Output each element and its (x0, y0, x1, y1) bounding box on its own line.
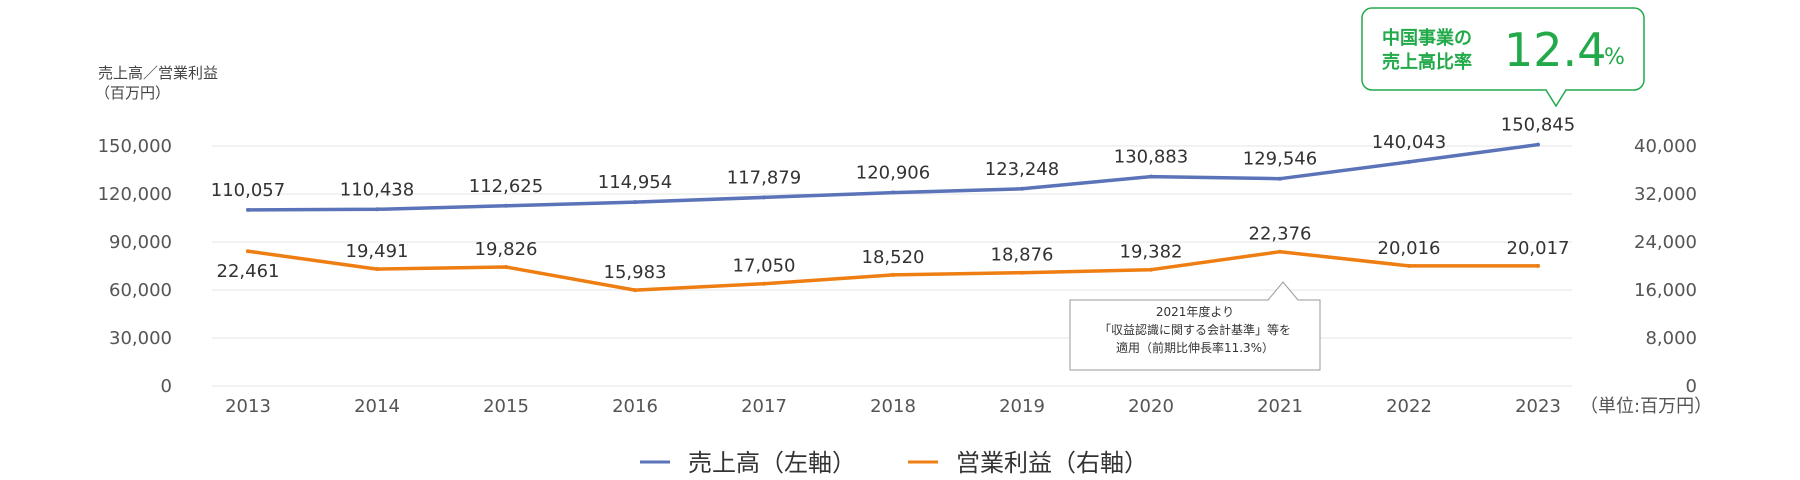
x-tick-label: 2017 (741, 396, 787, 417)
sales-point (375, 207, 379, 212)
series (246, 142, 1540, 293)
operating-profit-point (375, 267, 379, 272)
sales-data-label: 110,057 (211, 180, 285, 201)
x-tick-label: 2023 (1515, 396, 1561, 417)
right-tick-label: 32,000 (1634, 184, 1697, 205)
x-tick-label: 2021 (1257, 396, 1303, 417)
annotation-line-1: 2021年度より (1156, 304, 1234, 319)
data-labels: 110,057 110,438 112,625 114,954 117,879 120,9… (211, 115, 1575, 283)
operating-profit-point (762, 281, 766, 286)
sales-point (1149, 174, 1153, 179)
callout-line-1: 中国事業の (1382, 27, 1472, 49)
operating-profit-data-label: 20,016 (1378, 238, 1441, 259)
sales-point (762, 195, 766, 200)
operating-profit-point (1278, 249, 1282, 254)
x-tick-label: 2013 (225, 396, 271, 417)
sales-point (1536, 142, 1540, 147)
operating-profit-point (1536, 263, 1540, 268)
legend: 売上高（左軸） 営業利益（右軸） (640, 449, 1148, 477)
annotation-box: 2021年度より 「収益認識に関する会計基準」等を 適用（前期比伸長率11.3%… (1069, 281, 1321, 371)
operating-profit-data-label: 19,382 (1120, 242, 1183, 263)
sales-data-label: 120,906 (856, 163, 930, 184)
right-tick-label: 8,000 (1645, 328, 1697, 349)
operating-profit-data-label: 22,376 (1249, 224, 1312, 245)
operating-profit-data-label: 22,461 (217, 261, 280, 282)
annotation-line-3: 適用（前期比伸長率11.3%） (1116, 340, 1274, 355)
operating-profit-data-label: 19,826 (475, 239, 538, 260)
callout-unit: % (1604, 45, 1625, 70)
sales-data-label: 123,248 (985, 159, 1059, 180)
sales-data-label: 110,438 (340, 179, 414, 200)
operating-profit-point (1407, 263, 1411, 268)
operating-profit-data-label: 17,050 (733, 256, 796, 277)
operating-profit-data-label: 19,491 (346, 241, 409, 262)
x-axis-ticks: 2013 2014 2015 2016 2017 2018 2019 2020 2021 2022… (225, 396, 1561, 417)
callout-value: 12.4 (1504, 23, 1606, 77)
x-tick-label: 2014 (354, 396, 400, 417)
sales-point (633, 200, 637, 205)
sales-data-label: 130,883 (1114, 147, 1188, 168)
x-tick-label: 2015 (483, 396, 529, 417)
operating-profit-point (246, 249, 250, 254)
left-axis-ticks: 0 30,000 60,000 90,000 120,000 150,000 (98, 136, 172, 397)
x-tick-label: 2022 (1386, 396, 1432, 417)
left-tick-label: 30,000 (109, 328, 172, 349)
callout-line-2: 売上高比率 (1382, 51, 1472, 73)
x-tick-label: 2020 (1128, 396, 1174, 417)
left-tick-label: 120,000 (98, 184, 172, 205)
x-tick-label: 2016 (612, 396, 658, 417)
operating-profit-point (633, 288, 637, 293)
left-tick-label: 0 (161, 376, 172, 397)
operating-profit-data-label: 18,876 (991, 245, 1054, 266)
left-axis-title-line2: （百万円） (95, 84, 170, 102)
operating-profit-point (1020, 270, 1024, 275)
operating-profit-point (504, 265, 508, 270)
left-axis-title-line1: 売上高／営業利益 (98, 64, 218, 82)
sales-point (891, 190, 895, 195)
sales-point (1278, 176, 1282, 181)
right-tick-label: 0 (1686, 376, 1697, 397)
sales-point (1020, 186, 1024, 191)
sales-data-label: 129,546 (1243, 149, 1317, 170)
annotation-line-2: 「収益認識に関する会計基準」等を (1099, 322, 1291, 337)
sales-data-label: 112,625 (469, 176, 543, 197)
right-tick-label: 16,000 (1634, 280, 1697, 301)
sales-point (246, 207, 250, 212)
operating-profit-data-label: 20,017 (1507, 238, 1570, 259)
x-tick-label: 2019 (999, 396, 1045, 417)
right-tick-label: 24,000 (1634, 232, 1697, 253)
right-tick-label: 40,000 (1634, 136, 1697, 157)
legend-label-sales: 売上高（左軸） (688, 449, 856, 477)
left-tick-label: 90,000 (109, 232, 172, 253)
right-axis-ticks: 0 8,000 16,000 24,000 32,000 40,000 (1634, 136, 1697, 397)
sales-data-label: 114,954 (598, 172, 672, 193)
unit-note: （単位:百万円） (1580, 396, 1712, 417)
sales-data-label: 150,845 (1501, 115, 1575, 136)
left-tick-label: 60,000 (109, 280, 172, 301)
callout-box (1361, 7, 1645, 108)
legend-label-operating-profit: 営業利益（右軸） (956, 449, 1148, 477)
sales-data-label: 117,879 (727, 167, 801, 188)
sales-data-label: 140,043 (1372, 132, 1446, 153)
x-tick-label: 2018 (870, 396, 916, 417)
china-sales-ratio-callout: 中国事業の 売上高比率 12.4 % (1361, 7, 1645, 108)
sales-point (1407, 159, 1411, 164)
operating-profit-data-label: 15,983 (604, 262, 667, 283)
operating-profit-data-label: 18,520 (862, 247, 925, 268)
operating-profit-point (891, 272, 895, 277)
operating-profit-point (1149, 267, 1153, 272)
sales-point (504, 203, 508, 208)
left-tick-label: 150,000 (98, 136, 172, 157)
annotation-pointer (1069, 281, 1321, 371)
